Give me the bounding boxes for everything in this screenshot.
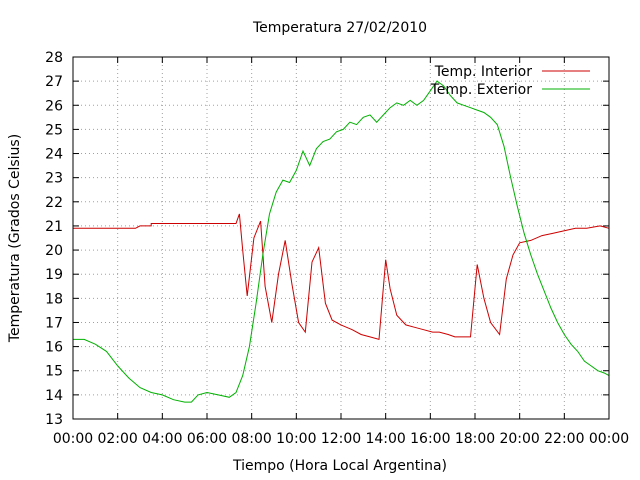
x-tick-label: 14:00 [365,431,405,447]
series-lines [73,80,610,403]
legend-label-temp-exterior: Temp. Exterior [430,82,533,98]
y-tick-label: 23 [45,171,63,187]
chart-title: Temperatura 27/02/2010 [252,20,427,36]
x-tick-label: 06:00 [187,431,227,447]
series-line-temp-interior [73,213,610,341]
y-tick-label: 19 [45,267,63,283]
y-tick-label: 27 [45,74,63,90]
y-tick-label: 28 [45,50,63,66]
y-tick-label: 25 [45,122,63,138]
grid [73,57,609,419]
y-tick-label: 24 [45,147,63,163]
x-tick-label: 12:00 [321,431,361,447]
x-tick-label: 00:00 [589,431,629,447]
y-tick-label: 20 [45,243,63,259]
y-tick-label: 26 [45,98,63,114]
x-tick-label: 20:00 [499,431,539,447]
x-tick-label: 22:00 [544,431,584,447]
plot-frame [72,56,610,420]
y-tick-label: 17 [45,315,63,331]
y-tick-label: 21 [45,219,63,235]
x-tick-label: 08:00 [231,431,271,447]
y-tick-label: 13 [45,412,63,428]
x-tick-label: 18:00 [455,431,495,447]
legend: Temp. Interior Temp. Exterior [430,64,590,98]
y-tick-label: 22 [45,195,63,211]
x-tick-label: 16:00 [410,431,450,447]
x-tick-label: 04:00 [142,431,182,447]
x-tick-label: 10:00 [276,431,316,447]
y-tick-label: 18 [45,291,63,307]
y-tick-label: 16 [45,340,63,356]
y-axis-label: Temperatura (Grados Celsius) [7,134,23,343]
y-tick-label: 14 [45,388,63,404]
legend-label-temp-interior: Temp. Interior [434,64,533,80]
x-axis-label: Tiempo (Hora Local Argentina) [232,458,447,474]
x-tick-label: 00:00 [53,431,93,447]
y-tick-label: 15 [45,364,63,380]
series-line-temp-exterior [73,80,610,403]
axis-ticks: 00:00 02:00 04:00 06:00 08:00 10:00 12:00 14:00… [45,50,629,447]
x-tick-label: 02:00 [97,431,137,447]
